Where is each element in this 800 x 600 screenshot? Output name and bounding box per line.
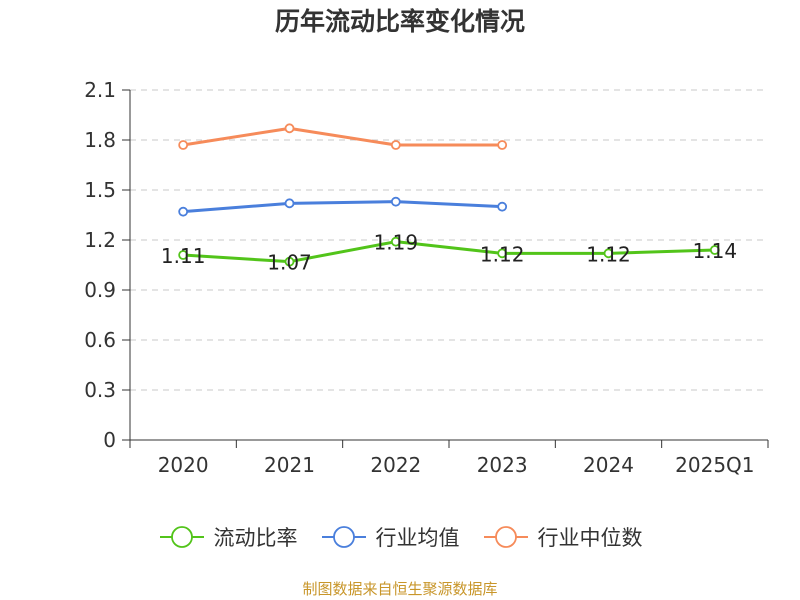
data-point xyxy=(709,245,720,255)
data-point xyxy=(390,236,401,247)
data-point xyxy=(284,123,295,134)
data-labels: 1.11 1.07 1.19 1.12 1.12 1.14 xyxy=(161,231,737,275)
data-point xyxy=(390,140,401,150)
y-tick-label: 1.2 xyxy=(84,228,116,252)
y-tick-label: 0.6 xyxy=(84,328,116,352)
x-tick-label: 2022 xyxy=(370,453,421,477)
x-tick-label: 2024 xyxy=(583,453,634,477)
x-tick-label: 2023 xyxy=(477,453,528,477)
data-point xyxy=(178,250,189,260)
data-point xyxy=(497,140,508,150)
legend-label: 行业中位数 xyxy=(537,526,643,550)
x-tick-label: 2020 xyxy=(158,453,209,477)
series-line xyxy=(183,200,503,214)
data-point xyxy=(178,140,189,150)
data-point xyxy=(284,198,295,209)
gridlines xyxy=(130,89,768,391)
data-point xyxy=(603,248,614,259)
data-label: 1.14 xyxy=(693,239,738,263)
data-point xyxy=(497,248,508,259)
x-tick-label: 2021 xyxy=(264,453,315,477)
legend-swatch-marker xyxy=(332,526,355,548)
x-tick-label: 2025Q1 xyxy=(675,453,754,477)
legend-swatch-marker xyxy=(170,526,193,548)
legend-line-circle-icon xyxy=(159,526,204,548)
y-tick-label: 0 xyxy=(103,428,116,452)
y-tick-label: 0.3 xyxy=(84,378,116,402)
data-label: 1.07 xyxy=(267,251,312,275)
data-point xyxy=(390,196,401,207)
data-label: 1.12 xyxy=(480,242,525,266)
legend-line-circle-icon xyxy=(483,526,528,548)
legend-line-circle-icon xyxy=(321,526,366,548)
source-note: 制图数据来自恒生聚源数据库 xyxy=(302,580,498,598)
legend-swatch-marker xyxy=(494,526,517,548)
series-line xyxy=(182,126,503,147)
y-tick-label: 1.8 xyxy=(84,128,116,152)
data-label: 1.19 xyxy=(374,231,419,255)
y-tick-label: 2.1 xyxy=(84,78,116,102)
series-line xyxy=(183,240,715,264)
series xyxy=(178,123,720,267)
data-point xyxy=(178,206,189,217)
legend: 流动比率 行业均值 行业中位数 xyxy=(0,520,800,554)
legend-item[interactable]: 流动比率 xyxy=(158,522,298,552)
chart-title: 历年流动比率变化情况 xyxy=(274,7,525,36)
data-label: 1.11 xyxy=(161,244,206,268)
data-point xyxy=(284,256,295,267)
legend-item[interactable]: 行业均值 xyxy=(320,522,460,552)
legend-label: 行业均值 xyxy=(375,526,460,550)
axes: 0 0.3 0.6 0.9 1.2 1.5 1.8 2.1 2020 2021 2022 2023 20… xyxy=(84,78,769,477)
data-point xyxy=(497,201,508,212)
y-tick-label: 1.5 xyxy=(84,178,116,202)
legend-label: 流动比率 xyxy=(213,526,298,550)
data-label: 1.12 xyxy=(586,242,631,266)
y-tick-label: 0.9 xyxy=(84,278,116,302)
legend-item[interactable]: 行业中位数 xyxy=(482,522,643,552)
